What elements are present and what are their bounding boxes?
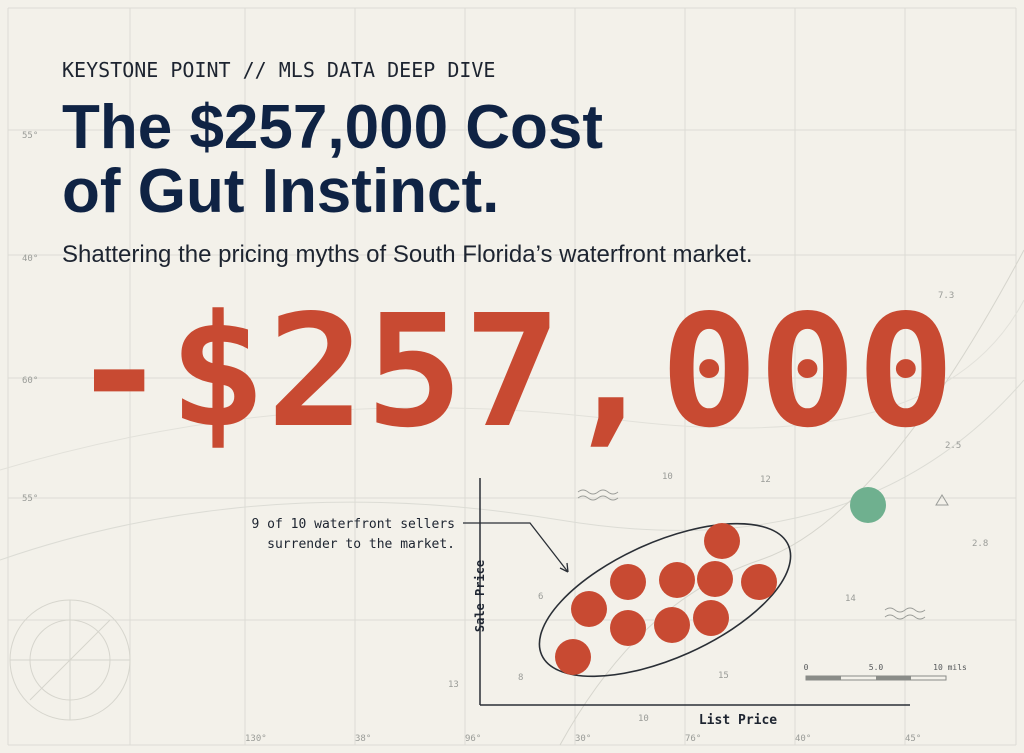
cluster-outline (538, 522, 792, 678)
dots (555, 523, 777, 675)
map-label: 2.8 (972, 539, 988, 549)
title-line: The $257,000 Cost (62, 93, 603, 162)
kicker: KEYSTONE POINT // MLS DATA DEEP DIVE (62, 58, 495, 82)
title-line: of Gut Instinct. (62, 157, 499, 226)
x-axis-label: List Price (699, 713, 777, 728)
map-label: 38° (355, 734, 371, 744)
map-label: 6 (538, 592, 543, 602)
dot (610, 610, 646, 646)
dot (741, 564, 777, 600)
map-label: 10 (662, 472, 673, 482)
wave-icons (577, 489, 949, 620)
map-label: 40° (22, 254, 38, 264)
dot (659, 562, 695, 598)
map-label: 13 (448, 680, 459, 690)
map-label: 76° (685, 734, 701, 744)
scale-bar-segment (876, 676, 911, 680)
map-label: 2.5 (945, 441, 961, 451)
annotation-leader (463, 522, 569, 573)
map-label: 8 (518, 673, 523, 683)
scale-bar: 0 5.0 10 mils (804, 663, 967, 681)
map-label: 40° (795, 734, 811, 744)
scale-label: 0 (804, 663, 809, 672)
dot (693, 600, 729, 636)
dot (697, 561, 733, 597)
dot (704, 523, 740, 559)
map-label: 60° (22, 376, 38, 386)
annotation: 9 of 10 waterfront sellers (252, 517, 456, 532)
map-label: 30° (575, 734, 591, 744)
map-labels: 55° 40° 60° 55° 130° 38° 96° 30° 76° 40° 45° 7.3 2.5… (22, 131, 988, 744)
map-label: 14 (845, 594, 856, 604)
dot (610, 564, 646, 600)
annotation: surrender to the market. (267, 537, 455, 552)
map-label: 130° (245, 734, 267, 744)
map-label: 15 (718, 671, 729, 681)
hero-number: -$257,000 (70, 281, 955, 462)
map-grid (0, 7, 1024, 746)
dot (555, 639, 591, 675)
dot (571, 591, 607, 627)
annotation-arrow (559, 562, 569, 573)
y-axis-label: Sale Price (473, 560, 487, 632)
map-label: 45° (905, 734, 921, 744)
subtitle: Shattering the pricing myths of South Fl… (62, 241, 753, 268)
map-label: 55° (22, 494, 38, 504)
map-label: 7.3 (938, 291, 954, 301)
map-label: 55° (22, 131, 38, 141)
scale-label: 10 mils (933, 663, 967, 672)
scale-label: 5.0 (869, 663, 884, 672)
map-label: 96° (465, 734, 481, 744)
map-label: 12 (760, 475, 771, 485)
scatter-figure: Sale Price List Price 9 of 10 waterfront… (252, 478, 910, 728)
map-label: 10 (638, 714, 649, 724)
dot (654, 607, 690, 643)
outlier-dot (850, 487, 886, 523)
scale-bar-segment (806, 676, 841, 680)
